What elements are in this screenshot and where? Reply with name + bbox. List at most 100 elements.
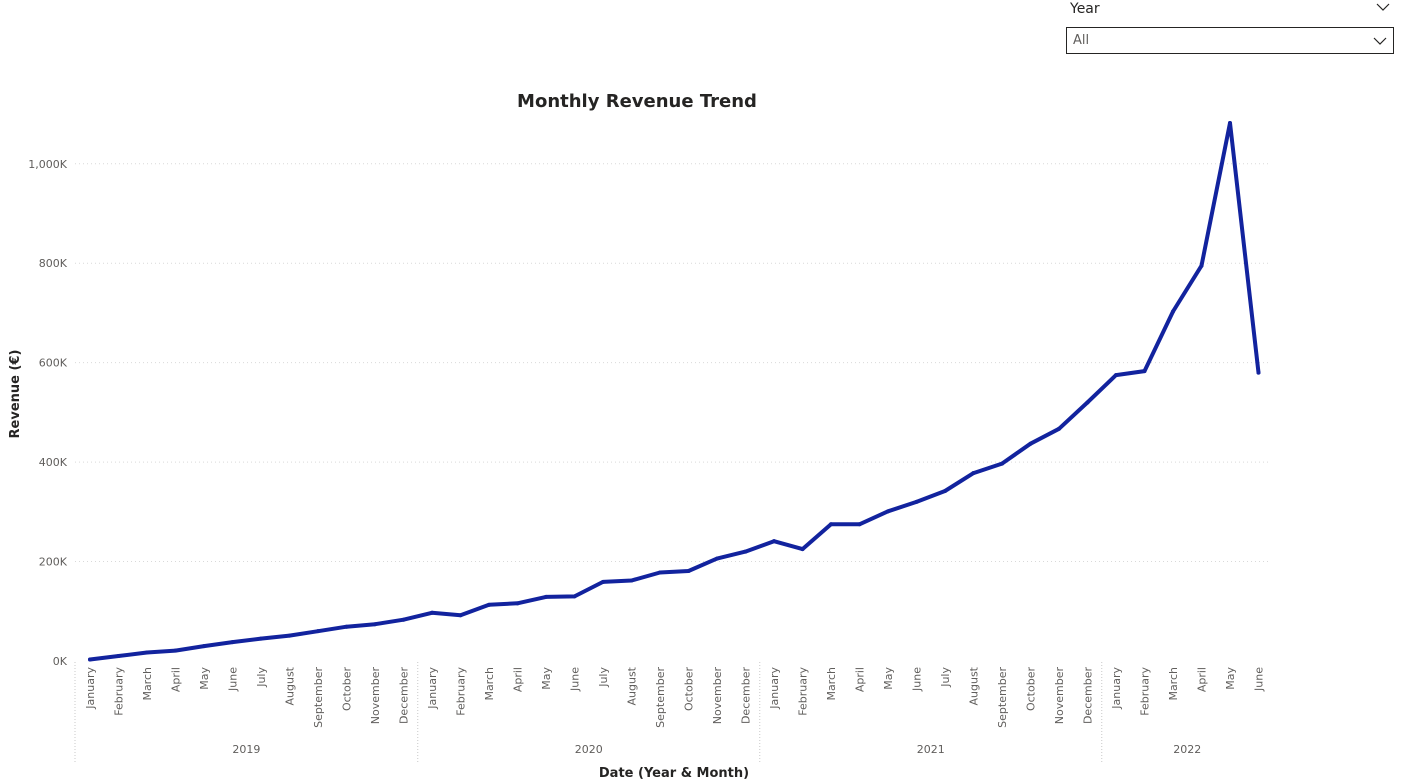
x-tick-label: July [255,667,268,688]
data-point[interactable] [572,594,577,599]
data-point[interactable] [173,648,178,653]
data-point[interactable] [1171,309,1175,314]
x-tick-label: August [968,666,981,705]
x-tick-label: September [996,667,1009,728]
year-dropdown[interactable]: All [1066,27,1394,54]
data-point[interactable] [1000,461,1004,466]
chevron-down-icon[interactable] [1376,2,1390,12]
data-point[interactable] [772,539,776,544]
data-point[interactable] [1142,369,1147,374]
x-tick-label: October [341,667,354,711]
x-tick-label: April [512,667,525,692]
x-tick-label: August [284,666,297,705]
chart-title: Monthly Revenue Trend [517,91,757,112]
x-tick-label: May [198,667,211,690]
year-slicer: Year All [1066,0,1396,56]
data-point[interactable] [1256,370,1261,375]
x-tick-label: December [740,667,753,725]
x-tick-label: November [369,667,382,725]
x-tick-label: February [797,667,810,716]
data-point[interactable] [1114,373,1118,378]
x-year-label: 2020 [575,743,603,756]
data-point[interactable] [287,633,292,638]
data-point[interactable] [202,644,206,649]
x-year-label: 2019 [232,743,260,756]
x-tick-label: May [882,667,895,690]
data-point[interactable] [1057,426,1061,431]
data-point[interactable] [1028,441,1033,446]
x-tick-label: April [170,667,183,692]
x-tick-label: September [654,667,667,728]
data-point[interactable] [544,594,548,599]
x-tick-label: June [1253,667,1266,692]
data-point[interactable] [658,570,662,575]
x-tick-label: January [84,667,97,710]
y-tick-label: 400K [39,456,68,469]
data-point[interactable] [943,488,947,493]
data-point[interactable] [1228,121,1232,126]
chevron-down-icon [1373,37,1387,45]
x-tick-label: January [426,667,439,710]
data-point[interactable] [458,613,463,618]
x-tick-label: June [227,667,240,692]
data-point[interactable] [800,547,805,552]
x-tick-label: July [597,667,610,688]
data-point[interactable] [914,499,919,504]
data-point[interactable] [715,556,719,561]
data-point[interactable] [344,624,349,629]
x-tick-label: June [911,667,924,692]
x-tick-label: July [939,667,952,688]
x-axis-title: Date (Year & Month) [599,766,749,780]
x-tick-label: October [683,667,696,711]
x-tick-label: December [1082,667,1095,725]
data-point[interactable] [515,601,520,606]
x-tick-label: November [1053,667,1066,725]
data-point[interactable] [857,522,862,527]
x-tick-label: January [768,667,781,710]
data-point[interactable] [316,629,320,634]
data-point[interactable] [829,522,833,527]
x-year-label: 2021 [917,743,945,756]
x-tick-label: March [141,667,154,701]
x-year-label: 2022 [1173,743,1201,756]
data-point[interactable] [629,578,634,583]
data-point[interactable] [1199,263,1204,268]
data-point[interactable] [743,549,748,554]
x-tick-label: November [711,667,724,725]
slicer-title: Year [1070,1,1100,17]
x-tick-label: June [569,667,582,692]
y-axis-title: Revenue (€) [8,350,23,439]
data-point[interactable] [886,509,890,514]
x-tick-label: May [540,667,553,690]
x-tick-label: August [626,666,639,705]
revenue-series-line [88,121,1261,662]
data-point[interactable] [601,579,605,584]
data-point[interactable] [88,657,92,662]
x-tick-label: April [1196,667,1209,692]
y-tick-label: 1,000K [28,158,67,171]
x-tick-label: October [1025,667,1038,711]
data-point[interactable] [145,650,149,655]
data-point[interactable] [116,654,121,659]
data-point[interactable] [686,569,691,574]
x-tick-label: January [1110,667,1123,710]
x-tick-label: March [1167,667,1180,701]
x-tick-label: May [1224,667,1237,690]
x-tick-label: March [825,667,838,701]
x-tick-label: February [455,667,468,716]
y-tick-label: 600K [39,357,68,370]
data-point[interactable] [230,640,235,645]
data-point[interactable] [373,622,377,627]
data-point[interactable] [1085,400,1090,405]
x-tick-label: February [113,667,126,716]
data-point[interactable] [487,602,491,607]
y-tick-label: 0K [53,655,68,668]
x-tick-label: September [312,667,325,728]
data-point[interactable] [430,610,434,615]
data-point[interactable] [971,471,976,476]
x-tick-label: March [483,667,496,701]
year-dropdown-value: All [1073,33,1090,48]
data-point[interactable] [259,636,263,641]
data-point[interactable] [401,617,406,622]
